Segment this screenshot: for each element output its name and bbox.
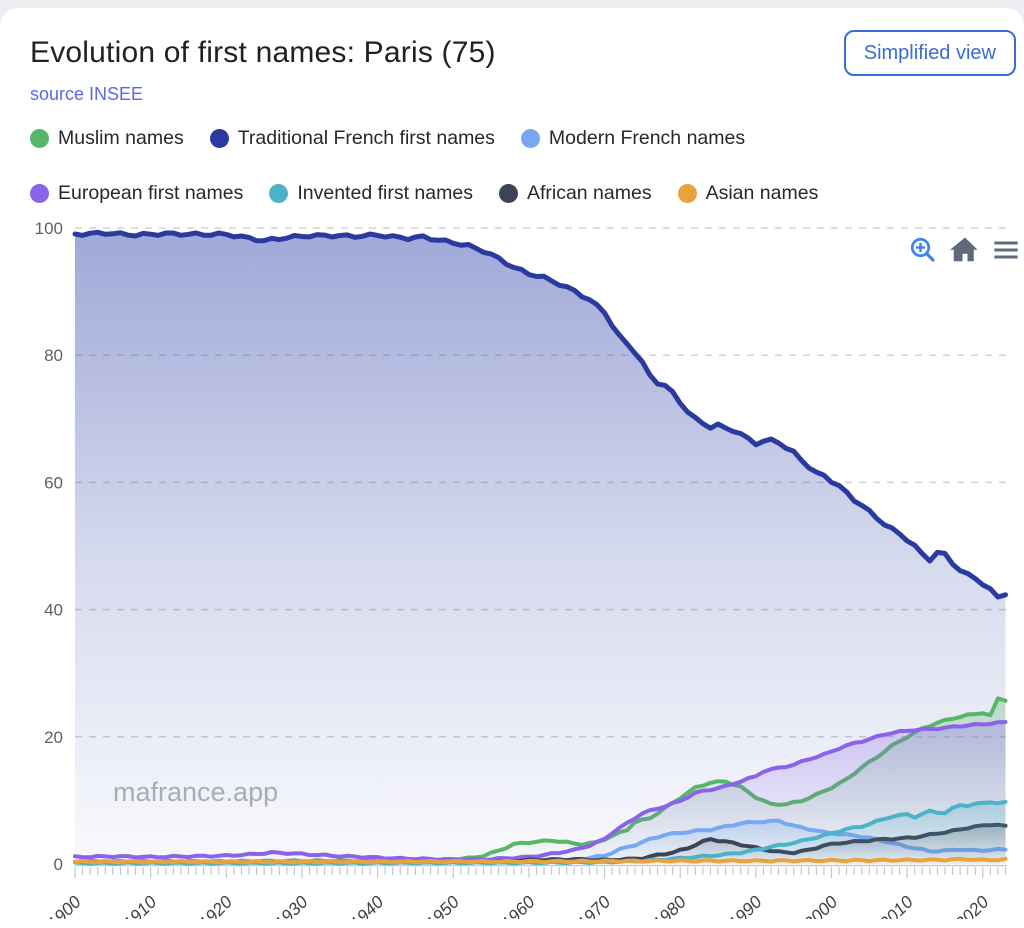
y-tick-label: 40	[44, 601, 63, 620]
legend-dot	[677, 184, 697, 203]
x-tick-label: 1930	[270, 892, 312, 919]
x-tick-label: 1970	[573, 892, 615, 919]
x-tick-label: 1980	[648, 892, 690, 919]
legend-label: Traditional French first names	[237, 127, 495, 149]
chart-toolbar	[908, 235, 1020, 265]
y-tick-label: 80	[44, 346, 63, 365]
x-tick-label: 1910	[119, 892, 161, 919]
legend-item-modern-french-names[interactable]: Modern French names	[520, 127, 746, 150]
header: Evolution of first names: Paris (75) sou…	[0, 8, 1024, 105]
legend-label: Muslim names	[58, 127, 184, 149]
legend-item-muslim-names[interactable]: Muslim names	[30, 127, 184, 150]
y-tick-label: 20	[44, 728, 63, 747]
legend-item-european-first-names[interactable]: European first names	[30, 182, 243, 205]
legend-dot	[30, 184, 49, 203]
series-fill-traditional-french-first-names	[75, 232, 1006, 865]
legend-label: Asian names	[705, 182, 819, 204]
legend-dot	[520, 129, 540, 148]
chart-area[interactable]: 0 20 40 60 80 100 1900 1910 1920 1930 1940 1950 1960…	[0, 219, 1024, 919]
legend-item-african-names[interactable]: African names	[498, 182, 652, 205]
legend-item-asian-names[interactable]: Asian names	[677, 182, 819, 205]
menu-icon[interactable]	[992, 236, 1020, 264]
page-title: Evolution of first names: Paris (75)	[30, 36, 496, 69]
chart-card: Evolution of first names: Paris (75) sou…	[0, 8, 1024, 928]
chart-svg[interactable]: 0 20 40 60 80 100 1900 1910 1920 1930 1940 1950 1960…	[0, 219, 1024, 919]
zoom-in-icon[interactable]	[908, 235, 938, 265]
x-tick-label: 1960	[497, 892, 539, 919]
series-fill-invented-first-names	[75, 801, 1006, 864]
legend-item-invented-first-names[interactable]: Invented first names	[269, 182, 473, 205]
source-link[interactable]: source INSEE	[30, 84, 144, 104]
legend-label: African names	[526, 182, 652, 204]
x-tick-label: 1950	[421, 892, 463, 919]
legend-dot	[269, 184, 289, 203]
x-tick-label: 2020	[950, 892, 993, 919]
legend-item-traditional-french-first-names[interactable]: Traditional French first names	[209, 127, 495, 150]
series-line-european-first-names[interactable]	[73, 720, 1008, 863]
y-tick-label: 0	[54, 855, 63, 874]
home-icon[interactable]	[950, 235, 980, 265]
legend-label: European first names	[58, 182, 244, 204]
legend-dot	[209, 129, 229, 148]
x-tick-label: 2010	[875, 892, 918, 919]
x-tick-label: 1900	[43, 892, 85, 919]
simplified-view-button[interactable]: Simplified view	[843, 30, 1016, 76]
legend-dot	[498, 184, 518, 203]
chart-legend: Muslim names Traditional French first nam…	[0, 127, 1024, 205]
legend-dot	[30, 129, 49, 148]
x-tick-label: 1990	[724, 892, 766, 919]
series-line-asian-names[interactable]	[73, 856, 1008, 865]
y-tick-label: 60	[44, 473, 63, 492]
legend-label: Modern French names	[548, 127, 746, 149]
series-line-traditional-french-first-names[interactable]	[72, 229, 1008, 600]
x-tick-label: 1940	[346, 892, 388, 919]
x-tick-label: 2000	[799, 892, 842, 919]
x-tick-label: 1920	[194, 892, 236, 919]
y-tick-label: 100	[35, 219, 63, 238]
legend-label: Invented first names	[297, 182, 473, 204]
